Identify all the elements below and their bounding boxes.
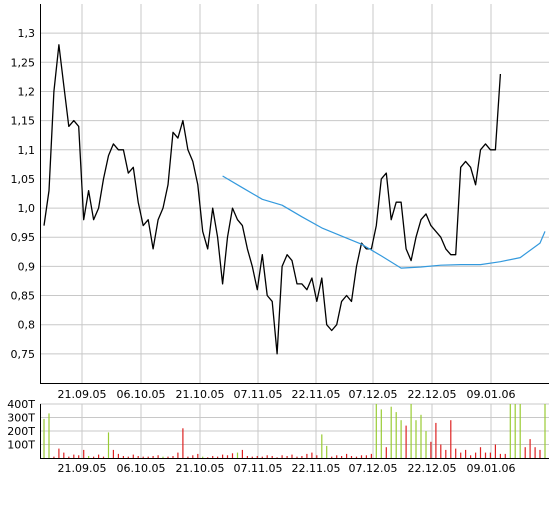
price-y-tick-label: 1,0 (18, 202, 36, 215)
price-x-tick-label: 09.01.06 (467, 388, 516, 401)
price-panel: 1,3 1,25 1,2 1,15 1,1 1,05 1,0 0,95 0,9 0,85 0,8 0,… (11, 4, 549, 401)
price-y-tick-label: 1,05 (11, 173, 36, 186)
price-y-tick-label: 0,8 (18, 319, 36, 332)
volume-x-tick-label: 09.01.06 (467, 462, 516, 475)
volume-x-tick-label: 06.10.05 (117, 462, 166, 475)
volume-y-tick-label: 200T (7, 425, 35, 438)
price-y-tick-label: 1,25 (11, 56, 36, 69)
series-line-price (43, 44, 502, 355)
volume-x-tick-label: 07.11.05 (234, 462, 283, 475)
volume-x-tick-label: 21.10.05 (176, 462, 225, 475)
price-x-tick-label: 22.12.05 (408, 388, 457, 401)
price-y-tick-label: 0,9 (18, 260, 36, 273)
volume-y-tick-label: 100T (7, 439, 35, 452)
price-y-tick-label: 0,75 (11, 348, 36, 361)
series-line-moving-average (222, 175, 546, 269)
price-y-tick-label: 1,3 (18, 27, 36, 40)
price-x-tick-label: 07.12.05 (349, 388, 398, 401)
volume-x-tick-label: 22.12.05 (408, 462, 457, 475)
price-x-tick-label: 21.09.05 (58, 388, 107, 401)
volume-x-tick-label: 21.09.05 (58, 462, 107, 475)
price-y-tick-label: 1,1 (18, 144, 36, 157)
price-x-tick-label: 21.10.05 (176, 388, 225, 401)
price-x-tick-label: 07.11.05 (234, 388, 283, 401)
price-y-tick-label: 1,15 (11, 115, 36, 128)
volume-x-tick-label: 22.11.05 (292, 462, 341, 475)
volume-x-tick-label: 07.12.05 (349, 462, 398, 475)
price-x-tick-label: 22.11.05 (292, 388, 341, 401)
price-y-tick-label: 0,95 (11, 231, 36, 244)
volume-y-tick-label: 400T (7, 398, 35, 411)
price-y-tick-label: 1,2 (18, 85, 36, 98)
price-y-tick-label: 0,85 (11, 290, 36, 303)
price-x-tick-label: 06.10.05 (117, 388, 166, 401)
volume-y-tick-label: 300T (7, 412, 35, 425)
